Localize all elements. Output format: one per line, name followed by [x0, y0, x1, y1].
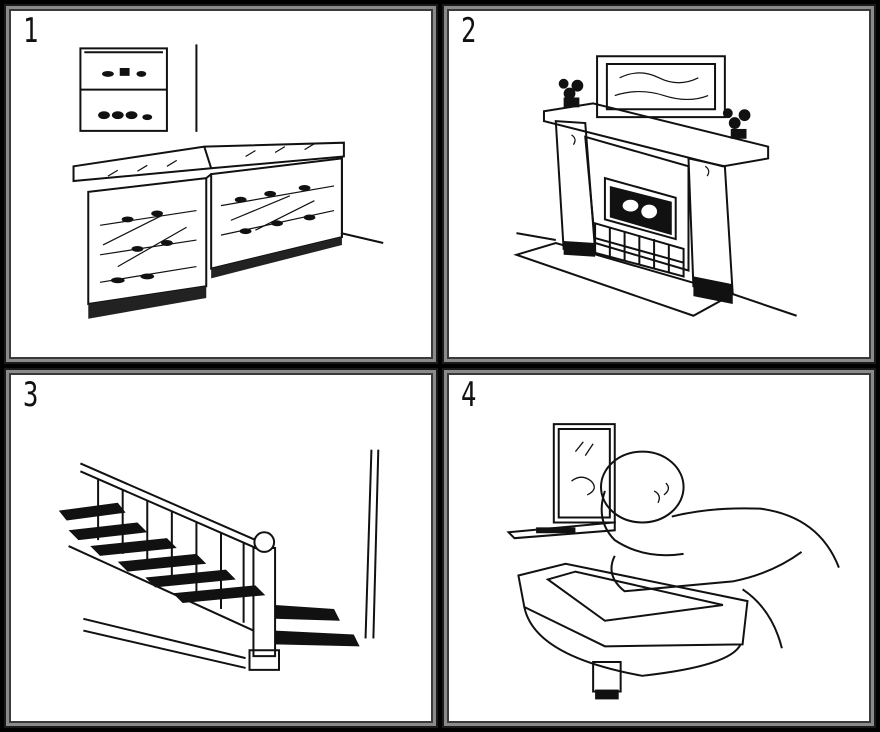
display-case-drawing	[9, 9, 433, 319]
panel-1-display-case: 1	[6, 6, 436, 362]
panel-number-1: 1	[23, 11, 38, 51]
panel-number-3: 3	[23, 375, 38, 415]
panel-2-fireplace: 2	[444, 6, 874, 362]
panel-number-2: 2	[461, 11, 476, 51]
sink-drawing	[447, 373, 871, 700]
staircase-drawing	[58, 373, 433, 723]
panel-number-4: 4	[461, 375, 476, 415]
panel-3-staircase: 3	[6, 370, 436, 726]
panel-4-sink: 4	[444, 370, 874, 726]
fireplace-drawing	[447, 9, 871, 359]
